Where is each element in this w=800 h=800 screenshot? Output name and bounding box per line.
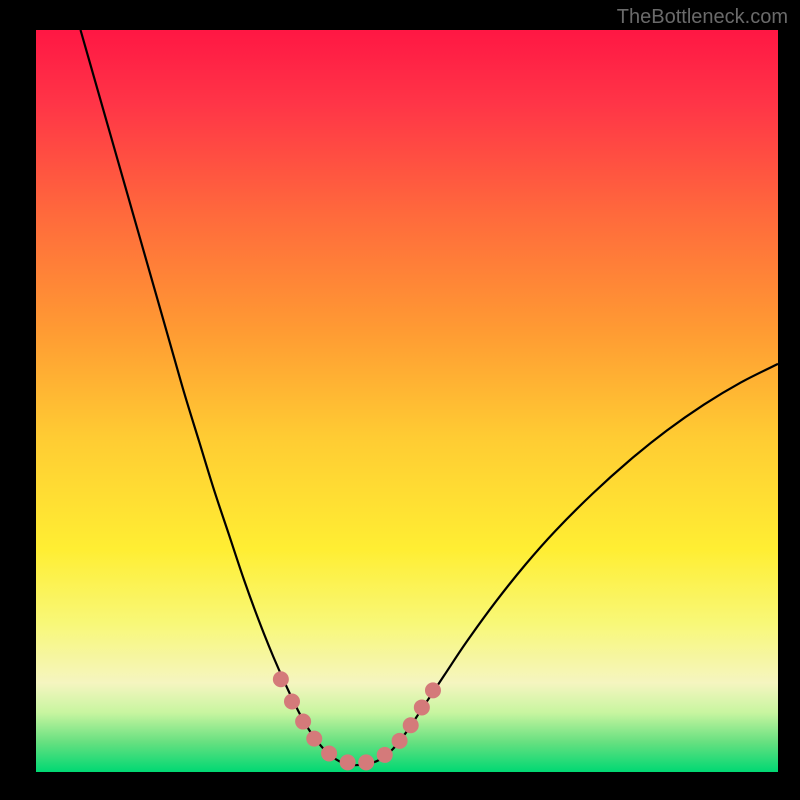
marker-point bbox=[295, 714, 311, 730]
plot-background bbox=[36, 30, 778, 772]
marker-point bbox=[392, 733, 408, 749]
chart-container: TheBottleneck.com bbox=[0, 0, 800, 800]
marker-point bbox=[340, 754, 356, 770]
marker-point bbox=[414, 699, 430, 715]
marker-point bbox=[403, 717, 419, 733]
marker-point bbox=[273, 671, 289, 687]
marker-point bbox=[358, 754, 374, 770]
bottleneck-chart bbox=[0, 0, 800, 800]
marker-point bbox=[284, 694, 300, 710]
marker-point bbox=[306, 731, 322, 747]
watermark-text: TheBottleneck.com bbox=[617, 6, 788, 29]
marker-point bbox=[377, 747, 393, 763]
marker-point bbox=[321, 745, 337, 761]
marker-point bbox=[425, 682, 441, 698]
